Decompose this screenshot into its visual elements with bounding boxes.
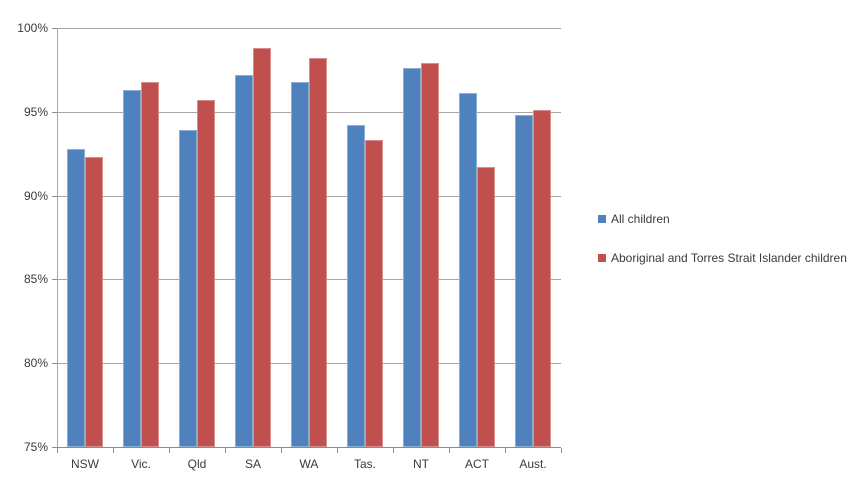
bar-aboriginal-and-torres-strait-islander-children-act — [477, 167, 495, 447]
bar-aboriginal-and-torres-strait-islander-children-aust — [533, 110, 551, 447]
x-axis-tick-0 — [57, 448, 58, 453]
bar-all-children-tas — [347, 125, 365, 447]
bar-all-children-aust — [515, 115, 533, 447]
x-axis-label-wa: WA — [299, 457, 319, 471]
bar-all-children-wa — [291, 82, 309, 447]
legend-swatch-all-children — [598, 215, 606, 223]
bar-aboriginal-and-torres-strait-islander-children-tas — [365, 140, 383, 447]
y-axis-tick-75 — [52, 447, 57, 448]
y-axis-label-90: 90% — [23, 189, 48, 203]
bar-aboriginal-and-torres-strait-islander-children-nsw — [85, 157, 103, 447]
x-axis-tick-6 — [393, 448, 394, 453]
x-axis-tick-9 — [561, 448, 562, 453]
legend-item-all-children: All children — [598, 212, 847, 226]
x-axis-tick-1 — [113, 448, 114, 453]
bar-all-children-sa — [235, 75, 253, 447]
bar-all-children-nsw — [67, 149, 85, 447]
bar-aboriginal-and-torres-strait-islander-children-vic — [141, 82, 159, 447]
y-axis-tick-100 — [52, 28, 57, 29]
chart-legend: All children Aboriginal and Torres Strai… — [598, 212, 847, 290]
bar-all-children-qld — [179, 130, 197, 447]
y-axis-label-75: 75% — [23, 440, 48, 454]
x-axis-tick-3 — [225, 448, 226, 453]
bar-all-children-nt — [403, 68, 421, 447]
bar-all-children-vic — [123, 90, 141, 447]
bar-aboriginal-and-torres-strait-islander-children-nt — [421, 63, 439, 447]
y-axis-tick-90 — [52, 196, 57, 197]
y-axis-label-100: 100% — [17, 21, 48, 35]
y-axis-tick-80 — [52, 363, 57, 364]
y-axis-label-80: 80% — [23, 356, 48, 370]
x-axis-label-act: ACT — [465, 457, 489, 471]
x-axis-label-aust: Aust. — [519, 457, 547, 471]
x-axis-label-tas: Tas. — [353, 457, 376, 471]
legend-swatch-atsi-children — [598, 254, 606, 262]
y-axis-label-95: 95% — [23, 105, 48, 119]
x-axis-line — [57, 447, 561, 448]
x-axis-tick-8 — [505, 448, 506, 453]
x-axis-tick-5 — [337, 448, 338, 453]
x-axis-tick-7 — [449, 448, 450, 453]
legend-item-atsi-children: Aboriginal and Torres Strait Islander ch… — [598, 251, 847, 265]
x-axis-tick-2 — [169, 448, 170, 453]
x-axis-label-vic: Vic. — [131, 457, 151, 471]
x-axis-label-nsw: NSW — [71, 457, 99, 471]
y-axis-line — [57, 28, 58, 447]
x-axis-label-sa: SA — [244, 457, 261, 471]
x-axis-label-qld: Qld — [187, 457, 207, 471]
legend-label-all-children: All children — [611, 212, 670, 226]
bar-aboriginal-and-torres-strait-islander-children-qld — [197, 100, 215, 447]
bar-aboriginal-and-torres-strait-islander-children-sa — [253, 48, 271, 447]
y-axis-tick-85 — [52, 279, 57, 280]
y-axis-tick-95 — [52, 112, 57, 113]
bar-all-children-act — [459, 93, 477, 447]
bar-aboriginal-and-torres-strait-islander-children-wa — [309, 58, 327, 447]
legend-label-atsi-children: Aboriginal and Torres Strait Islander ch… — [611, 251, 847, 265]
gridline-100 — [57, 28, 561, 29]
x-axis-label-nt: NT — [413, 457, 429, 471]
x-axis-tick-4 — [281, 448, 282, 453]
y-axis-label-85: 85% — [23, 272, 48, 286]
